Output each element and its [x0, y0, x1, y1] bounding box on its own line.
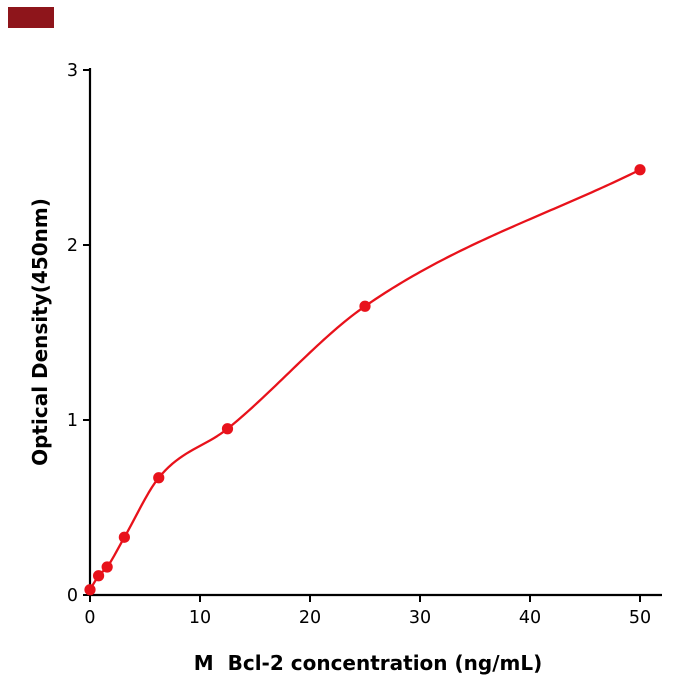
- svg-text:40: 40: [519, 608, 541, 628]
- svg-text:1: 1: [67, 411, 78, 431]
- corner-mark: [8, 7, 54, 28]
- svg-text:50: 50: [629, 608, 651, 628]
- svg-text:0: 0: [67, 586, 78, 606]
- svg-text:30: 30: [409, 608, 431, 628]
- svg-text:2: 2: [67, 236, 78, 256]
- svg-text:10: 10: [189, 608, 211, 628]
- y-axis-label: Optical Density(450nm): [28, 198, 52, 466]
- svg-text:3: 3: [67, 61, 78, 81]
- x-axis-label: M Bcl-2 concentration (ng/mL): [193, 651, 543, 675]
- svg-text:0: 0: [84, 608, 95, 628]
- svg-text:20: 20: [299, 608, 321, 628]
